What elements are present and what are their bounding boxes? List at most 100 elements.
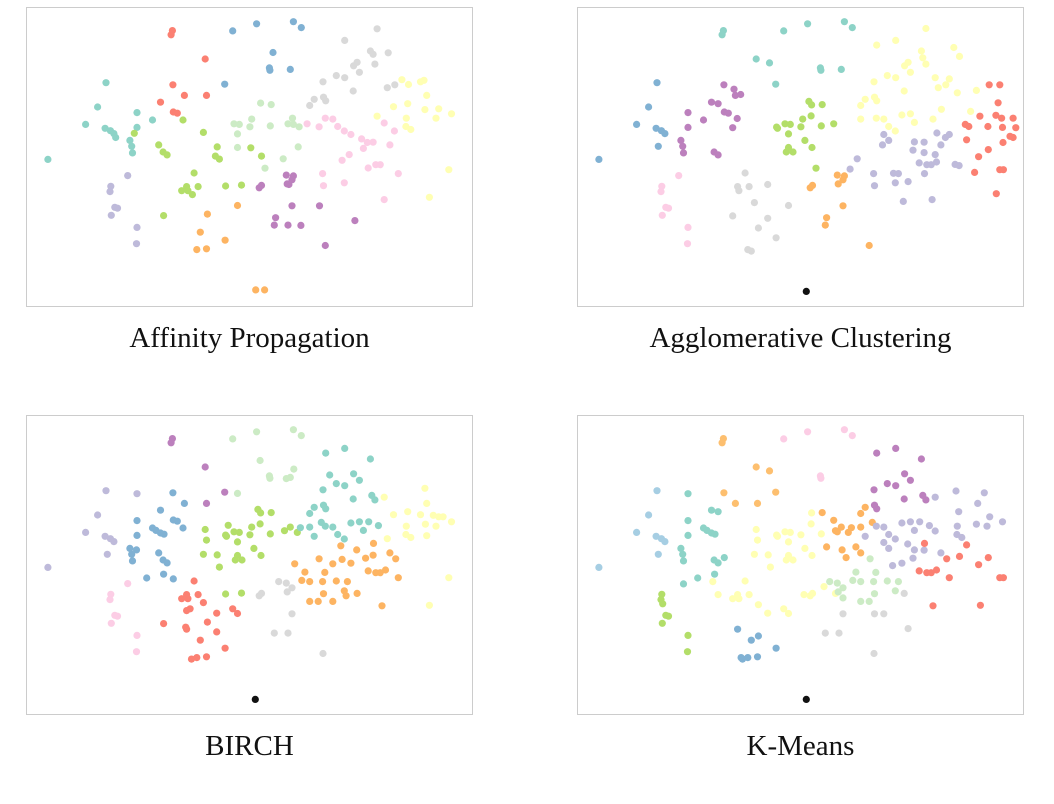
scatter-point bbox=[265, 472, 273, 480]
scatter-point bbox=[976, 601, 984, 609]
scatter-point bbox=[257, 551, 265, 560]
scatter-point bbox=[752, 463, 760, 471]
scatter-point bbox=[319, 93, 328, 101]
scatter-point bbox=[945, 130, 953, 139]
scatter-point bbox=[953, 89, 961, 97]
scatter-point bbox=[714, 559, 722, 567]
scatter-point bbox=[340, 179, 348, 187]
scatter-point bbox=[658, 182, 666, 190]
scatter-point bbox=[837, 65, 845, 73]
scatter-point bbox=[857, 549, 865, 557]
scatter-point bbox=[745, 591, 753, 599]
scatter-point bbox=[199, 128, 207, 136]
scatter-point bbox=[337, 542, 345, 550]
scatter-point bbox=[369, 551, 377, 559]
scatter-point bbox=[872, 522, 880, 530]
scatter-point bbox=[789, 148, 797, 156]
scatter-point bbox=[128, 550, 136, 558]
scatter-point bbox=[880, 538, 888, 547]
scatter-point bbox=[369, 539, 378, 547]
scatter-point bbox=[233, 143, 242, 152]
scatter-point bbox=[221, 236, 229, 244]
scatter-point bbox=[943, 555, 951, 563]
scatter-point bbox=[998, 123, 1007, 131]
scatter-point bbox=[834, 180, 842, 188]
scatter-point bbox=[729, 595, 737, 603]
scatter-point bbox=[432, 114, 440, 122]
scatter-point bbox=[998, 114, 1006, 122]
scatter-point bbox=[765, 59, 774, 67]
scatter-point bbox=[772, 80, 780, 88]
scatter-point bbox=[764, 180, 772, 189]
scatter-point bbox=[132, 546, 141, 554]
scatter-point bbox=[773, 124, 782, 132]
scatter-point bbox=[857, 597, 865, 605]
scatter-point bbox=[306, 523, 314, 531]
scatter-point bbox=[999, 138, 1007, 147]
scatter-point bbox=[235, 120, 243, 128]
scatter-point bbox=[994, 99, 1002, 107]
scatter-point bbox=[148, 116, 157, 124]
scatter-point bbox=[662, 203, 670, 211]
scatter-point bbox=[658, 619, 666, 627]
scatter-point bbox=[233, 609, 242, 618]
scatter-point bbox=[341, 482, 349, 490]
scatter-point bbox=[133, 517, 141, 525]
scatter-point bbox=[754, 224, 762, 232]
scatter-point bbox=[992, 111, 1000, 119]
scatter-point bbox=[429, 511, 437, 519]
scatter-point bbox=[772, 644, 780, 652]
scatter-point bbox=[257, 181, 266, 189]
scatter-point bbox=[282, 171, 290, 179]
chart-title: Agglomerative Clustering bbox=[649, 322, 952, 354]
scatter-point bbox=[182, 623, 190, 631]
scatter-point bbox=[193, 246, 201, 254]
scatter-point bbox=[407, 125, 415, 134]
scatter-point bbox=[237, 589, 246, 597]
scatter-point bbox=[894, 578, 902, 586]
scatter-point bbox=[202, 536, 211, 544]
scatter-point bbox=[754, 632, 762, 640]
scatter-point bbox=[885, 136, 893, 144]
scatter-point bbox=[789, 556, 797, 564]
scatter-point bbox=[381, 566, 390, 574]
scatter-point bbox=[229, 27, 237, 35]
scatter-point bbox=[714, 100, 722, 108]
scatter-point bbox=[128, 149, 137, 157]
scatter-point bbox=[891, 127, 899, 135]
scatter-point bbox=[932, 566, 941, 574]
scatter-point bbox=[928, 196, 936, 204]
scatter-point bbox=[178, 595, 186, 603]
scatter-point bbox=[329, 597, 337, 605]
scatter-point bbox=[718, 31, 726, 39]
scatter-point bbox=[753, 653, 762, 661]
scatter-point bbox=[898, 519, 906, 527]
scatter-point bbox=[842, 554, 850, 562]
scatter-point bbox=[800, 591, 808, 599]
scatter-point bbox=[126, 136, 134, 144]
scatter-point bbox=[366, 455, 374, 463]
scatter-point bbox=[633, 120, 641, 128]
scatter-point bbox=[288, 202, 296, 210]
scatter-point bbox=[906, 476, 914, 484]
scatter-point bbox=[222, 532, 231, 540]
scatter-point bbox=[818, 101, 826, 109]
scatter-point bbox=[126, 544, 134, 552]
scatter-point bbox=[917, 455, 925, 463]
scatter-point bbox=[213, 609, 221, 617]
scatter-point bbox=[734, 625, 742, 633]
scatter-point bbox=[213, 551, 221, 559]
chart-title: K-Means bbox=[746, 730, 855, 762]
scatter-point bbox=[230, 120, 238, 128]
scatter-point bbox=[892, 444, 900, 452]
scatter-point bbox=[334, 122, 342, 131]
scatter-point bbox=[857, 578, 865, 586]
scatter-point bbox=[347, 559, 355, 567]
scatter-point bbox=[735, 595, 743, 603]
scatter-point bbox=[178, 187, 186, 195]
scatter-point bbox=[1012, 124, 1020, 132]
scatter-point bbox=[657, 188, 665, 196]
scatter-point bbox=[891, 535, 899, 543]
scatter-point bbox=[317, 518, 325, 526]
scatter-point bbox=[386, 141, 394, 149]
